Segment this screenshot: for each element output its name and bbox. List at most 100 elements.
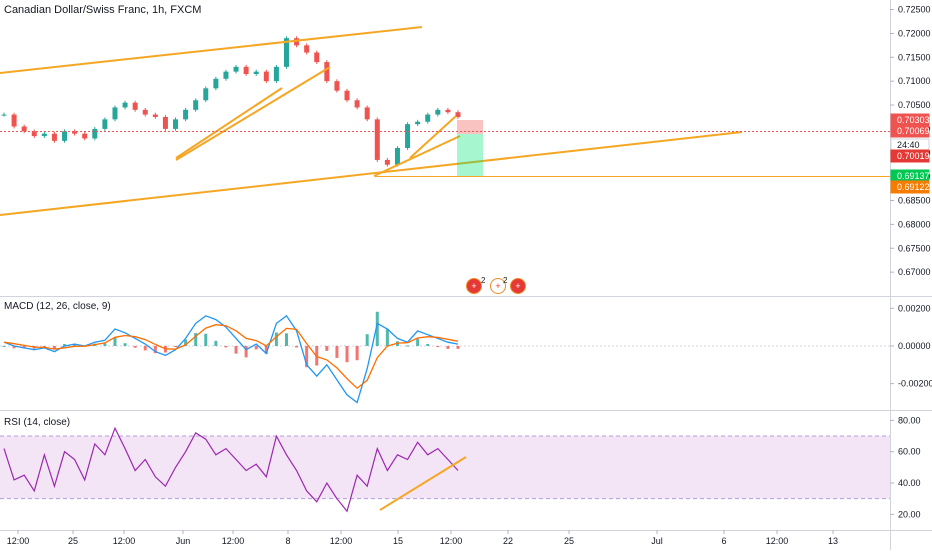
time-tick-label: 25 bbox=[68, 536, 78, 546]
time-tick-label: 6 bbox=[721, 536, 726, 546]
trend-line bbox=[0, 26, 423, 74]
macd-histogram-bar bbox=[153, 345, 157, 354]
candle-body bbox=[233, 66, 239, 72]
macd-histogram-bar bbox=[436, 345, 440, 348]
macd-tick-label: -0.00200 bbox=[898, 379, 932, 389]
macd-line bbox=[3, 314, 459, 404]
candle-body bbox=[92, 128, 98, 139]
macd-histogram-bar bbox=[143, 345, 147, 351]
price-tag-label: 0.70019 bbox=[897, 151, 930, 161]
rsi-band bbox=[0, 436, 890, 499]
macd-histogram-bar bbox=[12, 345, 16, 349]
macd-histogram-bar bbox=[123, 343, 127, 346]
time-tick-label: 12:00 bbox=[766, 536, 789, 546]
macd-histogram-bar bbox=[335, 345, 339, 358]
macd-histogram-bar bbox=[194, 333, 198, 346]
trend-line bbox=[175, 66, 331, 161]
macd-histogram-bar bbox=[416, 338, 420, 346]
price-tag bbox=[890, 149, 930, 163]
macd-histogram-bar bbox=[224, 345, 228, 348]
event-marker-3[interactable]: + bbox=[510, 278, 526, 294]
macd-histogram-bar bbox=[214, 340, 218, 346]
candle-body bbox=[394, 148, 400, 165]
macd-histogram-bar bbox=[355, 345, 359, 361]
macd-histogram-bar bbox=[385, 328, 389, 346]
price-tick-label: 0.68000 bbox=[898, 219, 931, 229]
macd-histogram-bar bbox=[254, 345, 258, 350]
macd-histogram-bar bbox=[274, 332, 278, 346]
rsi-tick-label: 60.00 bbox=[898, 447, 921, 457]
candle-body bbox=[304, 45, 310, 53]
macd-histogram-bar bbox=[446, 345, 450, 349]
candle-body bbox=[354, 100, 360, 108]
price-tag bbox=[890, 180, 930, 194]
candle-body bbox=[162, 116, 168, 129]
candle-body bbox=[425, 114, 431, 122]
candle-body bbox=[253, 71, 259, 74]
candle-body bbox=[263, 71, 269, 82]
rsi-tick-label: 80.00 bbox=[898, 415, 921, 425]
candle-body bbox=[384, 159, 390, 165]
candle-body bbox=[41, 133, 47, 137]
macd-histogram-bar bbox=[426, 343, 430, 346]
time-tick-label: Jul bbox=[651, 536, 663, 546]
candle-body bbox=[82, 133, 88, 139]
macd-histogram-bar bbox=[325, 345, 329, 351]
take-profit-zone bbox=[457, 134, 483, 176]
macd-histogram-bar bbox=[284, 333, 288, 346]
macd-tick-label: 0.00200 bbox=[898, 303, 931, 313]
price-tick-label: 0.72000 bbox=[898, 28, 931, 38]
price-tag-label: 0.70069 bbox=[897, 126, 930, 136]
stop-loss-zone bbox=[457, 120, 483, 134]
price-tick-label: 0.72500 bbox=[898, 5, 931, 15]
candle-body bbox=[273, 66, 279, 82]
candle-body bbox=[283, 38, 289, 67]
event-marker-1[interactable]: + bbox=[466, 278, 482, 294]
rsi-tick-label: 40.00 bbox=[898, 478, 921, 488]
candle-body bbox=[435, 109, 441, 115]
candle-body bbox=[173, 119, 179, 129]
macd-histogram-bar bbox=[264, 345, 268, 354]
macd-histogram-bar bbox=[103, 343, 107, 346]
candle-body bbox=[142, 109, 148, 115]
candle-body bbox=[62, 131, 68, 141]
time-tick-label: 22 bbox=[503, 536, 513, 546]
macd-histogram-bar bbox=[22, 345, 26, 349]
candle-body bbox=[294, 38, 300, 46]
time-tick-label: 12:00 bbox=[222, 536, 245, 546]
price-tick-label: 0.71500 bbox=[898, 52, 931, 62]
macd-histogram-bar bbox=[42, 345, 46, 347]
time-tick-label: Jun bbox=[176, 536, 191, 546]
rsi-title: RSI (14, close) bbox=[4, 417, 71, 428]
macd-histogram-bar bbox=[204, 333, 208, 346]
trend-line bbox=[373, 135, 461, 177]
macd-histogram-bar bbox=[2, 345, 6, 347]
candle-body bbox=[203, 88, 209, 101]
candle-body bbox=[112, 107, 118, 120]
candle-body bbox=[183, 109, 189, 120]
time-tick-label: 12:00 bbox=[113, 536, 136, 546]
candle-body bbox=[193, 100, 199, 110]
candle-body bbox=[445, 109, 451, 113]
candle-body bbox=[122, 102, 128, 108]
macd-histogram-bar bbox=[184, 339, 188, 346]
candle-body bbox=[31, 131, 37, 137]
candle-body bbox=[1, 114, 7, 116]
macd-histogram-bar bbox=[52, 345, 56, 349]
time-tick-label: 12:00 bbox=[7, 536, 30, 546]
price-tag bbox=[890, 124, 930, 138]
event-count-2: 2 bbox=[503, 276, 508, 285]
macd-histogram-bar bbox=[295, 345, 299, 348]
event-marker-2[interactable]: + bbox=[490, 278, 506, 294]
candle-body bbox=[132, 102, 138, 110]
time-tick-label: 13 bbox=[828, 536, 838, 546]
rsi-line bbox=[3, 426, 459, 513]
macd-histogram-bar bbox=[63, 344, 67, 346]
candle-body bbox=[243, 66, 249, 74]
macd-histogram-bar bbox=[73, 343, 77, 346]
candle-body bbox=[405, 124, 411, 148]
price-tick-label: 0.71000 bbox=[898, 76, 931, 86]
macd-histogram-bar bbox=[406, 345, 410, 347]
